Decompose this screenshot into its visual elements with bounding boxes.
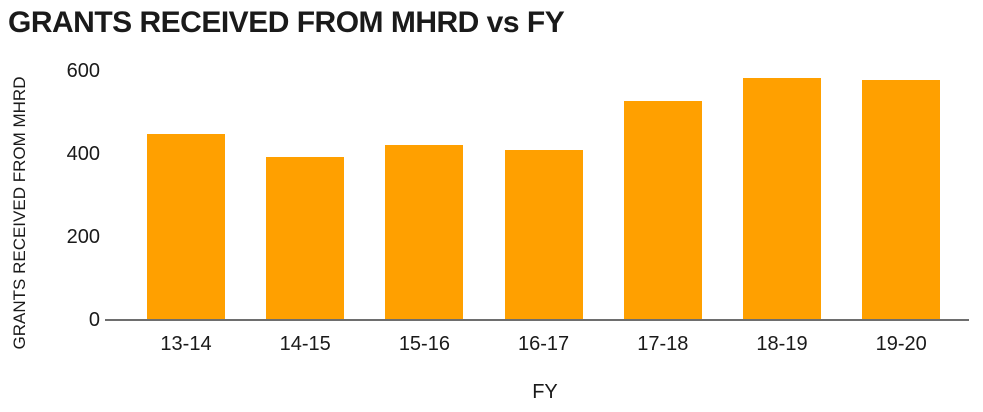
x-tick-label-15-16: 15-16 bbox=[398, 333, 450, 355]
bar-14-15 bbox=[266, 157, 345, 319]
bar-16-17 bbox=[504, 150, 583, 319]
x-tick-label-19-20: 19-20 bbox=[875, 333, 927, 355]
bar-17-18 bbox=[623, 101, 702, 319]
y-tick-label-600: 600 bbox=[66, 60, 100, 82]
y-tick-label-400: 400 bbox=[66, 143, 100, 165]
x-tick-label-14-15: 14-15 bbox=[279, 333, 331, 355]
y-tick-label-200: 200 bbox=[66, 226, 100, 248]
bar-13-14 bbox=[147, 134, 225, 319]
x-tick-label-17-18: 17-18 bbox=[637, 333, 689, 355]
bar-18-19 bbox=[743, 78, 821, 319]
y-axis-title: GRANTS RECEIVED FROM MHRD bbox=[10, 76, 29, 350]
x-axis-line bbox=[105, 319, 969, 321]
x-tick-label-18-19: 18-19 bbox=[756, 333, 808, 355]
y-tick-label-0: 0 bbox=[88, 309, 100, 331]
x-tick-label-16-17: 16-17 bbox=[518, 333, 570, 355]
chart-title: GRANTS RECEIVED FROM MHRD vs FY bbox=[8, 6, 565, 39]
bar-15-16 bbox=[385, 144, 464, 319]
bar-19-20 bbox=[862, 80, 941, 319]
x-tick-label-13-14: 13-14 bbox=[160, 333, 212, 355]
x-axis-title: FY bbox=[532, 381, 558, 403]
